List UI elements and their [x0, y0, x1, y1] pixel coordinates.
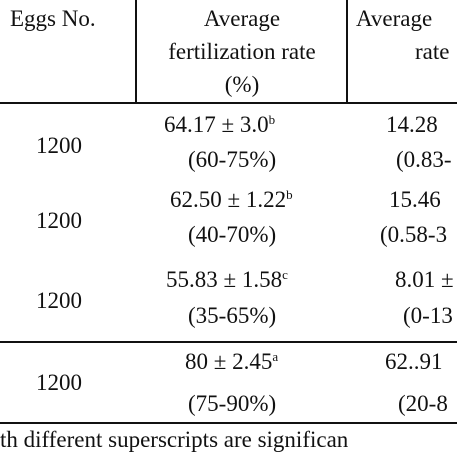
- header-eggs-no: Eggs No.: [10, 6, 96, 31]
- fertilization-value-cell: 55.83 ± 1.58c: [166, 267, 288, 292]
- significance-superscript: b: [286, 187, 293, 202]
- next-value-cell: 15.46: [389, 187, 441, 212]
- header-next-line2: rate: [415, 39, 450, 64]
- column-divider-2: [346, 0, 348, 102]
- fertilization-value-cell: 64.17 ± 3.0b: [164, 112, 276, 137]
- next-value-cell: 14.28: [386, 112, 438, 137]
- next-value-cell: 8.01 ±: [395, 267, 454, 292]
- fertilization-value-cell: 80 ± 2.45a: [185, 349, 279, 374]
- fertilization-value-cell: 62.50 ± 1.22b: [170, 187, 293, 212]
- header-next-line1: Average: [356, 6, 433, 31]
- next-value-cell: 62..91: [385, 349, 443, 374]
- table-footnote: th different superscripts are significan: [0, 427, 349, 452]
- column-divider-1: [135, 0, 137, 102]
- table-bottom-rule: [0, 422, 457, 424]
- eggs-cell: 1200: [36, 370, 82, 395]
- next-range-cell: (0-13: [403, 303, 453, 328]
- header-rule: [0, 102, 457, 104]
- fertilization-range-cell: (60-75%): [188, 147, 277, 172]
- significance-superscript: a: [272, 349, 279, 364]
- next-range-cell: (0.58-3: [380, 222, 448, 247]
- fertilization-range-cell: (35-65%): [188, 303, 277, 328]
- group-rule: [0, 341, 457, 343]
- fertilization-range-cell: (75-90%): [188, 391, 277, 416]
- eggs-cell: 1200: [36, 133, 82, 158]
- eggs-cell: 1200: [36, 288, 82, 313]
- header-fertilization-line3: (%): [224, 72, 260, 97]
- significance-superscript: b: [268, 112, 276, 127]
- header-fertilization-line1: Average: [203, 6, 281, 31]
- header-fertilization-line2: fertilization rate: [168, 39, 316, 64]
- next-range-cell: (20-8: [398, 391, 448, 416]
- significance-superscript: c: [282, 267, 288, 282]
- fertilization-range-cell: (40-70%): [188, 222, 277, 247]
- next-range-cell: (0.83-: [396, 147, 452, 172]
- eggs-cell: 1200: [36, 208, 82, 233]
